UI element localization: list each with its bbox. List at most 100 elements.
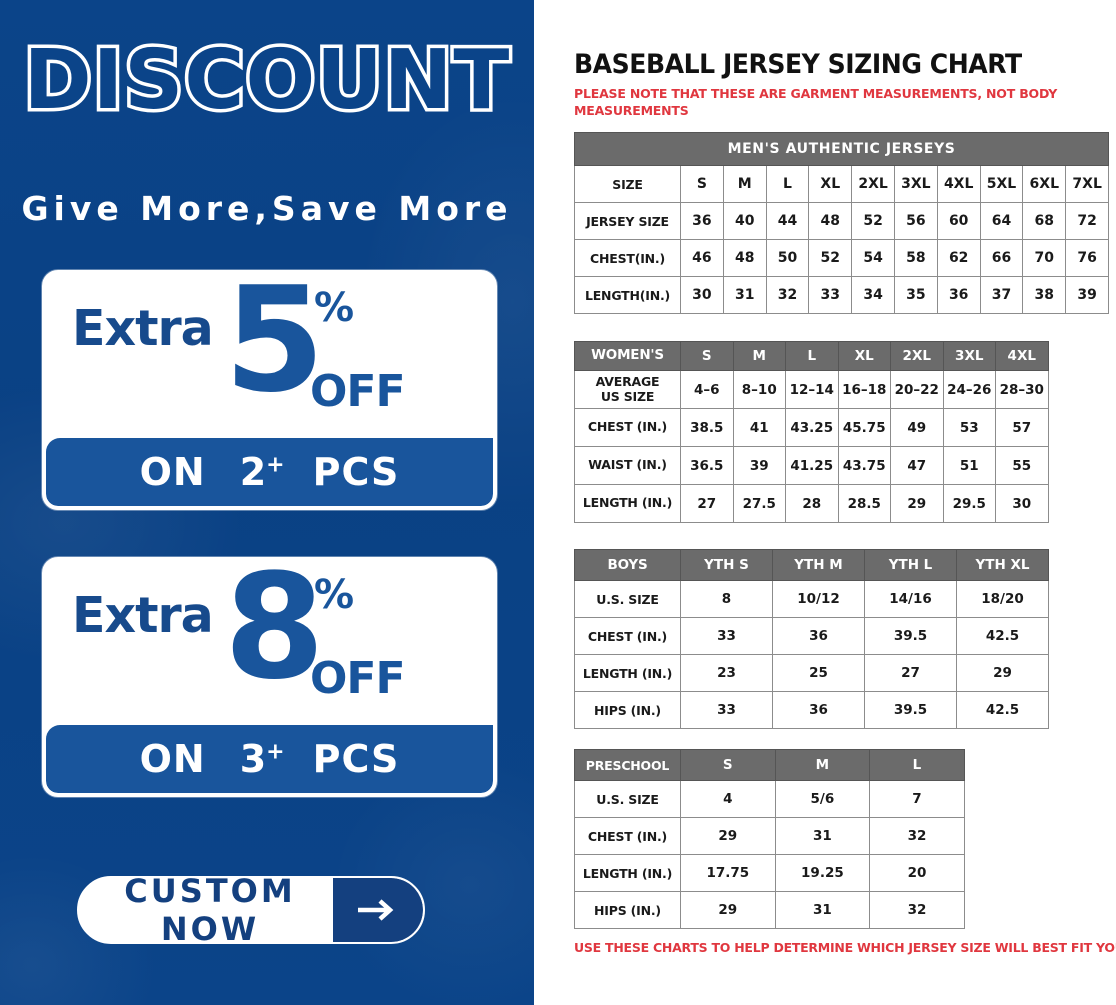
col-header: XL [808, 165, 853, 203]
table-row: HIPS (IN.) 29 31 32 [574, 891, 965, 929]
table-cell: 33 [808, 276, 853, 314]
table-cell: 43.25 [785, 408, 839, 447]
col-header: YTH XL [956, 549, 1049, 581]
table-cell: 20 [869, 854, 965, 892]
sizing-chart-area: BASEBALL JERSEY SIZING CHART PLEASE NOTE… [552, 0, 1116, 1005]
table-cell: 36.5 [680, 446, 734, 485]
row-label-line1: AVERAGE [595, 374, 660, 390]
row-label: CHEST(IN.) [574, 239, 681, 277]
deal-card-top: Extra 5 % OFF [46, 274, 493, 438]
table-row: HIPS (IN.) 33 36 39.5 42.5 [574, 691, 1049, 729]
table-cell: 17.75 [680, 854, 776, 892]
boys-sizing-table: BOYS YTH S YTH M YTH L YTH XL U.S. SIZE … [574, 549, 1049, 729]
table-cell: 68 [1022, 202, 1067, 240]
deal-card-5-percent[interactable]: Extra 5 % OFF ON 2+ PCS [42, 270, 497, 510]
table-cell: 10/12 [772, 580, 865, 618]
col-header: M [732, 341, 786, 371]
deal-on-label: ON [139, 737, 206, 781]
table-banner-row: MEN'S AUTHENTIC JERSEYS [573, 132, 1110, 166]
row-label: WAIST (IN.) [574, 446, 681, 485]
table-row: AVERAGE US SIZE 4–6 8–10 12–14 16–18 20–… [574, 370, 1049, 409]
table-cell: 24–26 [942, 370, 996, 409]
deal-extra-label: Extra [72, 587, 214, 644]
table-cell: 50 [765, 239, 810, 277]
row-label: LENGTH (IN.) [574, 654, 681, 692]
table-cell: 38 [1022, 276, 1067, 314]
sizing-chart-note: PLEASE NOTE THAT THESE ARE GARMENT MEASU… [574, 86, 1058, 118]
col-header: M [722, 165, 767, 203]
table-cell: 43.75 [837, 446, 891, 485]
table-cell: 33 [680, 617, 773, 655]
table-cell: 31 [774, 817, 871, 855]
table-cell: 20–22 [890, 370, 944, 409]
col-header: YTH M [772, 549, 865, 581]
promo-tagline: Give More,Save More [21, 189, 513, 228]
deal-pcs-label: PCS [312, 737, 400, 781]
deal-card-condition-bar: ON 3+ PCS [46, 725, 493, 793]
discount-promo-panel: DISCOUNT Give More,Save More Extra 5 % O… [0, 0, 534, 1005]
deal-card-8-percent[interactable]: Extra 8 % OFF ON 3+ PCS [42, 557, 497, 797]
deal-percent-symbol: % [314, 285, 355, 331]
corner-label: PRESCHOOL [574, 749, 681, 781]
table-cell: 8 [680, 580, 773, 618]
table-cell: 52 [851, 202, 895, 240]
row-label: U.S. SIZE [574, 780, 681, 818]
table-row: CHEST (IN.) 38.5 41 43.25 45.75 49 53 57 [574, 408, 1049, 447]
table-cell: 37 [979, 276, 1024, 314]
col-header: 2XL [851, 165, 895, 203]
deal-off-label: OFF [310, 366, 406, 417]
table-cell: 23 [680, 654, 773, 692]
deal-quantity-value: 2 [239, 450, 267, 494]
corner-label: SIZE [574, 165, 681, 203]
table-cell: 12–14 [785, 370, 839, 409]
table-cell: 28 [785, 484, 839, 523]
table-cell: 39.5 [864, 691, 957, 729]
table-cell: 27.5 [732, 484, 786, 523]
table-cell: 30 [995, 484, 1049, 523]
sizing-chart-footer: USE THESE CHARTS TO HELP DETERMINE WHICH… [574, 940, 1116, 955]
table-cell: 29 [680, 891, 776, 929]
table-cell: 42.5 [956, 691, 1049, 729]
table-cell: 39 [732, 446, 786, 485]
deal-percent-symbol: % [314, 572, 355, 618]
table-cell: 45.75 [837, 408, 891, 447]
table-row: LENGTH(IN.) 30 31 32 33 34 35 36 37 38 3… [574, 276, 1110, 314]
corner-label: WOMEN'S [574, 341, 681, 371]
col-header: 4XL [995, 341, 1049, 371]
table-row: JERSEY SIZE 36 40 44 48 52 56 60 64 68 7… [574, 202, 1110, 240]
deal-card-top: Extra 8 % OFF [46, 561, 493, 725]
table-cell: 28–30 [995, 370, 1049, 409]
col-header: 7XL [1065, 165, 1110, 203]
page-title: DISCOUNT [20, 33, 513, 128]
table-cell: 54 [851, 239, 895, 277]
table-cell: 19.25 [774, 854, 871, 892]
col-header: 2XL [890, 341, 944, 371]
table-cell: 16–18 [837, 370, 891, 409]
col-header: 6XL [1022, 165, 1067, 203]
table-cell: 44 [765, 202, 810, 240]
table-row: LENGTH (IN.) 23 25 27 29 [574, 654, 1049, 692]
table-cell: 36 [936, 276, 981, 314]
table-cell: 46 [680, 239, 724, 277]
table-cell: 66 [979, 239, 1024, 277]
deal-quantity-plus: + [266, 739, 285, 765]
table-header-row: SIZE S M L XL 2XL 3XL 4XL 5XL 6XL 7XL [574, 165, 1110, 203]
row-label: CHEST (IN.) [574, 408, 681, 447]
table-cell: 40 [722, 202, 767, 240]
table-header-row: BOYS YTH S YTH M YTH L YTH XL [574, 549, 1049, 581]
deal-percent-number: 5 [224, 270, 325, 425]
col-header: L [785, 341, 839, 371]
table-cell: 60 [936, 202, 981, 240]
table-cell: 41.25 [785, 446, 839, 485]
table-row: U.S. SIZE 4 5/6 7 [574, 780, 965, 818]
table-cell: 14/16 [864, 580, 957, 618]
table-cell: 31 [722, 276, 767, 314]
table-cell: 7 [869, 780, 965, 818]
table-cell: 27 [680, 484, 734, 523]
table-cell: 4–6 [680, 370, 734, 409]
arrow-right-icon [333, 878, 423, 942]
row-label: LENGTH (IN.) [574, 854, 681, 892]
custom-now-button[interactable]: CUSTOM NOW [77, 876, 425, 944]
table-cell: 72 [1065, 202, 1110, 240]
col-header: L [765, 165, 810, 203]
